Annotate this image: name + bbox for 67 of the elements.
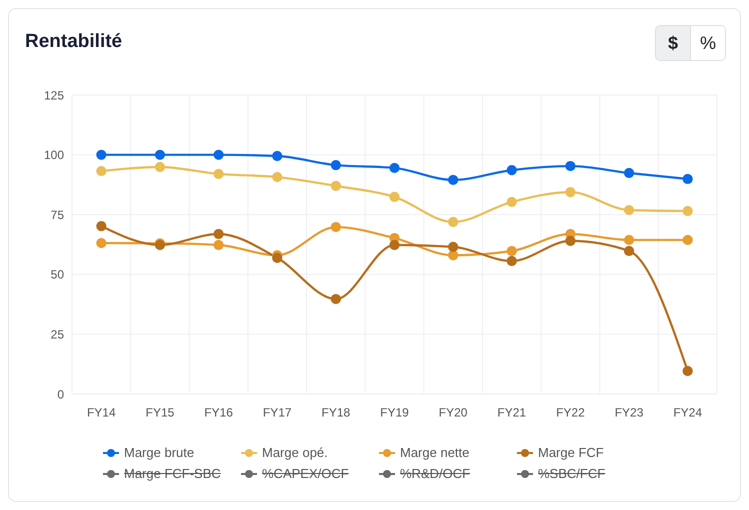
point (96, 220, 106, 232)
legend-label: Marge nette (400, 445, 470, 460)
y-tick-label: 100 (44, 148, 64, 162)
point (624, 246, 634, 256)
y-tick-label: 50 (50, 268, 64, 282)
toggle-button: % (690, 26, 725, 60)
point (624, 234, 634, 246)
point (624, 204, 634, 216)
point (682, 174, 693, 184)
legend-label: Marge brute (124, 445, 194, 460)
point (506, 196, 517, 208)
x-tick-label: FY16 (204, 406, 234, 420)
point (213, 228, 224, 240)
point (448, 174, 458, 186)
point (272, 172, 282, 182)
point (330, 160, 341, 170)
point (154, 150, 166, 160)
point (96, 150, 106, 160)
point (96, 166, 106, 176)
y-tick-label: 0 (57, 387, 64, 402)
x-tick-label: FY17 (262, 406, 292, 420)
point (272, 252, 282, 263)
point (448, 242, 458, 252)
x-tick-label: FY15 (146, 406, 175, 420)
legend-label: %CAPEX/OCF (262, 466, 349, 481)
point (96, 238, 106, 248)
y-tick-label: 75 (50, 208, 64, 222)
point (565, 236, 576, 246)
point (682, 234, 693, 246)
point (565, 160, 576, 172)
point (448, 216, 458, 228)
x-tick-label: FY24 (673, 406, 702, 420)
x-tick-label: FY22 (556, 406, 586, 420)
x-tick-label: FY19 (380, 406, 410, 420)
point (389, 240, 400, 250)
point (330, 294, 341, 304)
toggle-button: $ (656, 26, 690, 60)
point (506, 256, 517, 266)
point (506, 165, 517, 176)
x-tick-label: FY18 (322, 406, 351, 420)
x-tick-label: FY20 (438, 406, 468, 420)
legend-label: %R&D/OCF (400, 466, 470, 481)
legend-label: Marge opé. (262, 445, 328, 460)
point (213, 150, 224, 160)
point (389, 192, 400, 202)
point (506, 246, 517, 256)
point (330, 222, 341, 232)
point (682, 206, 693, 216)
point (682, 366, 693, 376)
legend-label: %SBC/FCF (538, 466, 606, 481)
point (565, 187, 576, 198)
y-tick-label: 125 (44, 88, 64, 102)
legend-label: Marge FCF-SBC (124, 466, 221, 481)
point (154, 162, 166, 172)
point (213, 168, 224, 180)
point (272, 150, 282, 162)
x-tick-label: FY14 (86, 406, 116, 420)
x-tick-label: FY23 (614, 406, 644, 420)
x-tick-label: FY21 (497, 406, 526, 420)
legend-label: Marge FCF (538, 445, 604, 460)
point (624, 168, 634, 178)
point (213, 240, 224, 250)
point (330, 180, 341, 191)
chart-title: Rentabilité (25, 31, 122, 53)
y-tick-label: 25 (50, 327, 64, 342)
point (389, 162, 400, 174)
point (448, 250, 458, 260)
